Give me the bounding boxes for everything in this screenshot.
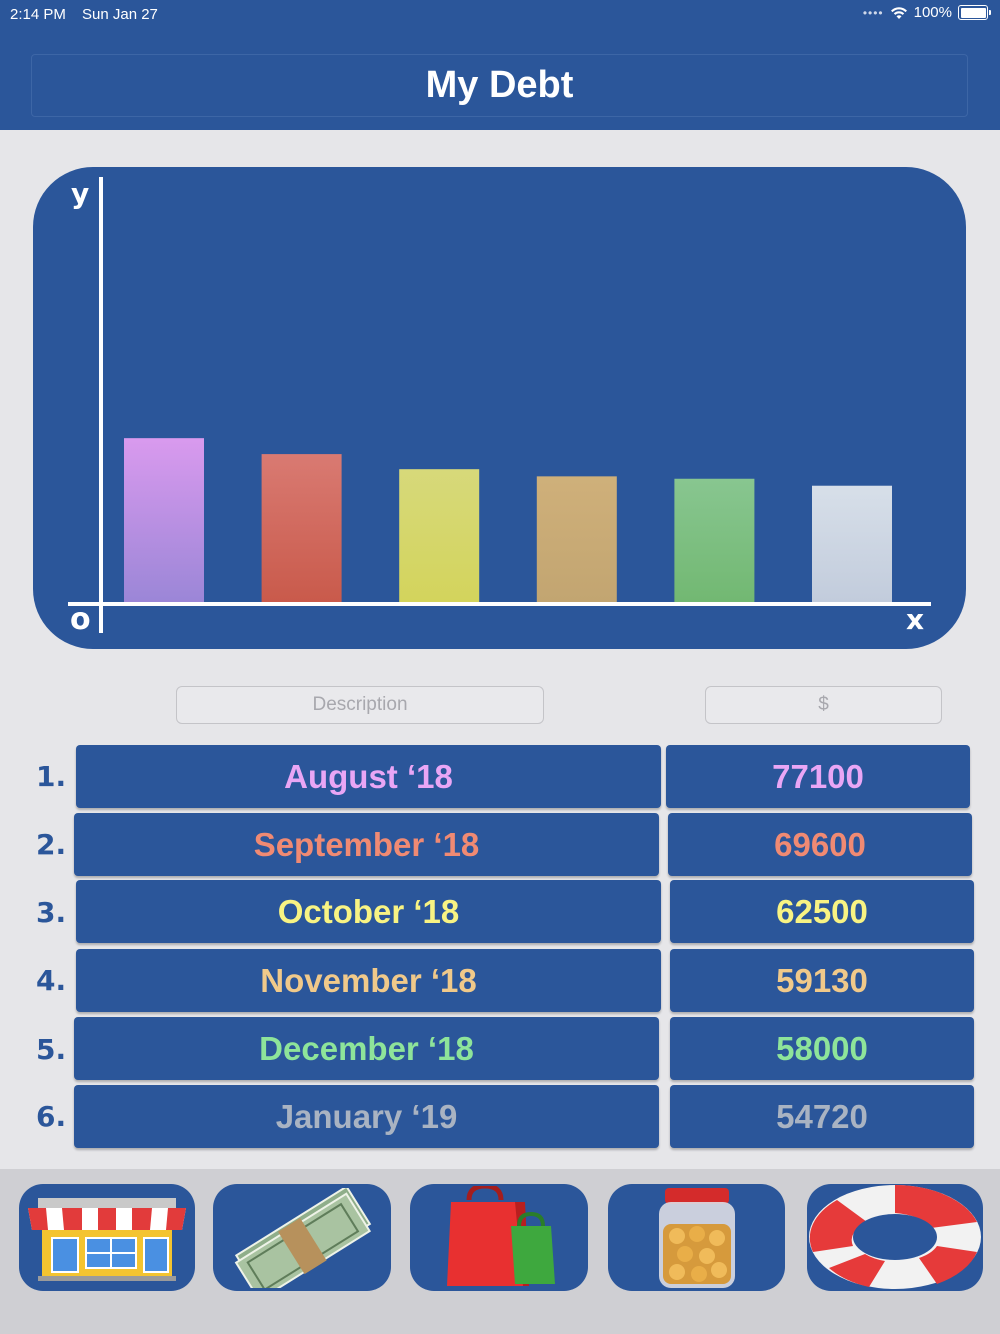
entry-amount: 59130 [776, 961, 868, 999]
amount-input[interactable]: $ [705, 686, 942, 724]
row-number: 2. [36, 828, 67, 861]
status-date: Sun Jan 27 [82, 6, 158, 23]
bar-1 [124, 438, 204, 602]
status-bar: 2:14 PM Sun Jan 27 •••• 100% [0, 4, 1000, 26]
description-input[interactable]: Description [176, 686, 544, 724]
bar-4 [536, 476, 617, 602]
row-number: 5. [36, 1033, 67, 1066]
battery-percent: 100% [913, 4, 952, 21]
entry-amount: 69600 [774, 825, 866, 863]
lifebuoy-icon [809, 1185, 981, 1289]
entry-amount-cell[interactable]: 77100 [666, 745, 970, 808]
entry-label-cell[interactable]: October ‘18 [76, 880, 661, 943]
tab-expenses[interactable] [410, 1184, 588, 1291]
top-bar: 2:14 PM Sun Jan 27 •••• 100% My Debt [0, 0, 1000, 130]
battery-icon [958, 5, 991, 20]
tab-income[interactable] [213, 1184, 391, 1291]
bar-5 [674, 478, 755, 602]
entry-amount: 58000 [776, 1029, 868, 1067]
page-title: My Debt [31, 54, 968, 117]
entry-label: December ‘18 [259, 1029, 474, 1067]
row-number: 3. [36, 896, 67, 929]
entry-label-cell[interactable]: August ‘18 [76, 745, 661, 808]
entry-label: January ‘19 [275, 1097, 458, 1135]
store-icon [28, 1197, 186, 1281]
tab-store[interactable] [19, 1184, 195, 1291]
entry-amount-cell[interactable]: 59130 [670, 949, 974, 1012]
bar-2 [261, 454, 342, 602]
bar-6 [812, 485, 892, 602]
entry-amount: 77100 [772, 757, 864, 795]
entry-amount-cell[interactable]: 58000 [670, 1017, 974, 1080]
entry-label-cell[interactable]: November ‘18 [76, 949, 661, 1012]
row-number: 1. [36, 760, 67, 793]
row-number: 6. [36, 1100, 67, 1133]
chart-canvas: y x o [68, 177, 931, 637]
money-stack-icon [234, 1187, 372, 1288]
wifi-icon [890, 6, 907, 19]
signal-dots-icon: •••• [862, 5, 884, 20]
x-axis-label: x [906, 603, 924, 636]
origin-label: o [70, 602, 91, 637]
entry-amount-cell[interactable]: 69600 [668, 813, 972, 876]
coin-jar-icon [658, 1187, 735, 1288]
entry-label: October ‘18 [277, 892, 460, 930]
debt-bar-chart: y x o [33, 167, 966, 649]
y-axis-label: y [71, 177, 89, 210]
entry-label: November ‘18 [260, 961, 477, 999]
status-time: 2:14 PM [10, 6, 66, 23]
row-number: 4. [36, 964, 67, 997]
entry-label-cell[interactable]: December ‘18 [74, 1017, 659, 1080]
shopping-bags-icon [447, 1185, 555, 1286]
entry-amount: 62500 [776, 892, 868, 930]
tab-savings[interactable] [608, 1184, 785, 1291]
tab-help[interactable] [807, 1184, 983, 1291]
bar-3 [399, 469, 480, 602]
entry-label: September ‘18 [253, 825, 480, 863]
entry-label: August ‘18 [284, 757, 453, 795]
entry-amount-cell[interactable]: 54720 [670, 1085, 974, 1148]
entry-amount: 54720 [776, 1097, 868, 1135]
entry-label-cell[interactable]: September ‘18 [74, 813, 659, 876]
entry-label-cell[interactable]: January ‘19 [74, 1085, 659, 1148]
entry-amount-cell[interactable]: 62500 [670, 880, 974, 943]
